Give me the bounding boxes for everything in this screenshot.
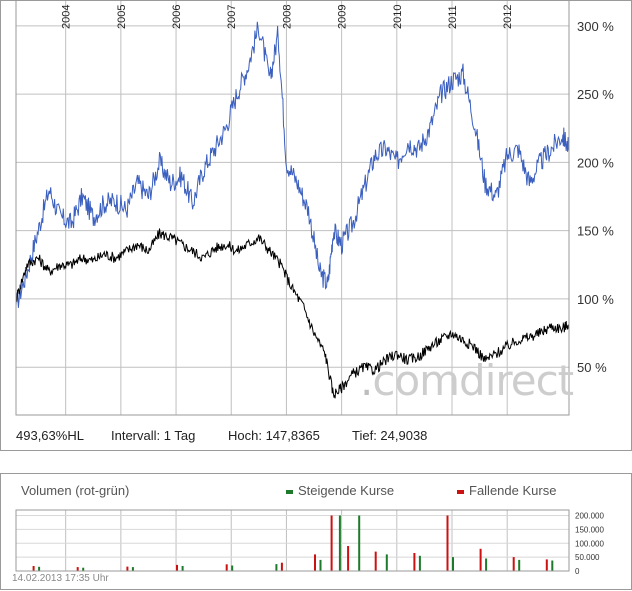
year-label: 2006 <box>171 5 183 29</box>
volume-bar-falling <box>545 559 548 571</box>
volume-bar-rising <box>551 560 554 571</box>
legend-falling-swatch <box>457 489 464 494</box>
volume-tick-label: 150.000 <box>575 525 604 534</box>
legend-rising-label: Steigende Kurse <box>298 483 395 498</box>
year-label: 2009 <box>337 5 349 29</box>
volume-bar-falling <box>126 566 129 571</box>
legend-rising-swatch <box>286 489 293 494</box>
low-label: Tief: 24,9038 <box>352 428 428 443</box>
year-label: 2010 <box>392 5 404 29</box>
volume-bar-rising <box>418 555 421 572</box>
volume-bar-rising <box>452 557 454 571</box>
volume-bar-rising <box>275 564 278 571</box>
y-tick-label: 250 % <box>577 87 614 102</box>
volume-bar-falling <box>76 567 79 571</box>
volume-title: Volumen (rot-grün) <box>21 483 130 498</box>
legend-falling-label: Fallende Kurse <box>469 483 557 498</box>
volume-frame <box>15 509 570 572</box>
volume-tick-label: 200.000 <box>575 512 604 521</box>
volume-bar-rising <box>82 567 85 571</box>
volume-bar-falling <box>479 548 482 571</box>
year-label: 2007 <box>226 5 238 29</box>
series-line-black <box>15 228 570 399</box>
legend-falling: Fallende Kurse <box>457 483 556 498</box>
year-label: 2004 <box>61 5 73 29</box>
volume-bar-rising <box>38 566 41 571</box>
high-label: Hoch: 147,8365 <box>228 428 320 443</box>
volume-bar-falling <box>347 546 350 571</box>
year-label: 2008 <box>281 5 293 29</box>
interval-label: Intervall: 1 Tag <box>111 428 196 443</box>
volume-tick-label: 50.000 <box>575 553 600 562</box>
volume-tick-label: 100.000 <box>575 539 604 548</box>
y-tick-label: 100 % <box>577 292 614 307</box>
volume-chart-panel: 200.000 150.000 100.000 50.000 0 <box>0 473 632 590</box>
year-label: 2011 <box>447 5 459 29</box>
volume-bar-rising <box>131 567 134 571</box>
timestamp: 14.02.2013 17:35 Uhr <box>12 573 109 584</box>
y-tick-label: 300 % <box>577 19 614 34</box>
price-chart-panel: 2004 2005 2006 2007 2008 2009 2010 2011 2012 300… <box>0 0 632 451</box>
volume-bar-rising <box>181 566 184 571</box>
volume-bar-falling <box>374 551 377 571</box>
price-chart: 2004 2005 2006 2007 2008 2009 2010 2011 2012 300… <box>15 1 614 416</box>
volume-tick-label: 0 <box>575 567 580 576</box>
volume-bar-falling <box>446 515 449 571</box>
volume-bar-rising <box>231 565 234 571</box>
plot-frame <box>15 1 570 416</box>
volume-bar-falling <box>225 564 228 571</box>
year-label: 2005 <box>116 5 128 29</box>
volume-chart: 200.000 150.000 100.000 50.000 0 <box>15 509 604 576</box>
volume-bar-rising <box>485 558 488 571</box>
volume-bar-falling <box>512 557 515 571</box>
y-tick-label: 50 % <box>577 360 607 375</box>
year-label: 2012 <box>502 5 514 29</box>
volume-bar-falling <box>32 566 35 571</box>
volume-bar-falling <box>176 564 178 571</box>
volume-bar-rising <box>518 559 521 571</box>
comdirect-watermark: .comdirect <box>360 356 574 405</box>
volume-bar-falling <box>413 553 416 571</box>
volume-bar-rising <box>319 559 322 571</box>
volume-bar-falling <box>280 562 283 571</box>
volume-bar-falling <box>330 515 333 571</box>
y-tick-label: 150 % <box>577 224 614 239</box>
legend-rising: Steigende Kurse <box>286 483 394 498</box>
series-line-blue <box>15 21 570 308</box>
volume-bar-rising <box>358 515 361 571</box>
volume-bar-rising <box>338 515 341 571</box>
volume-bar-rising <box>385 554 388 571</box>
y-tick-label: 200 % <box>577 155 614 170</box>
volume-bar-falling <box>314 554 316 571</box>
value-label: 493,63%HL <box>16 428 84 443</box>
